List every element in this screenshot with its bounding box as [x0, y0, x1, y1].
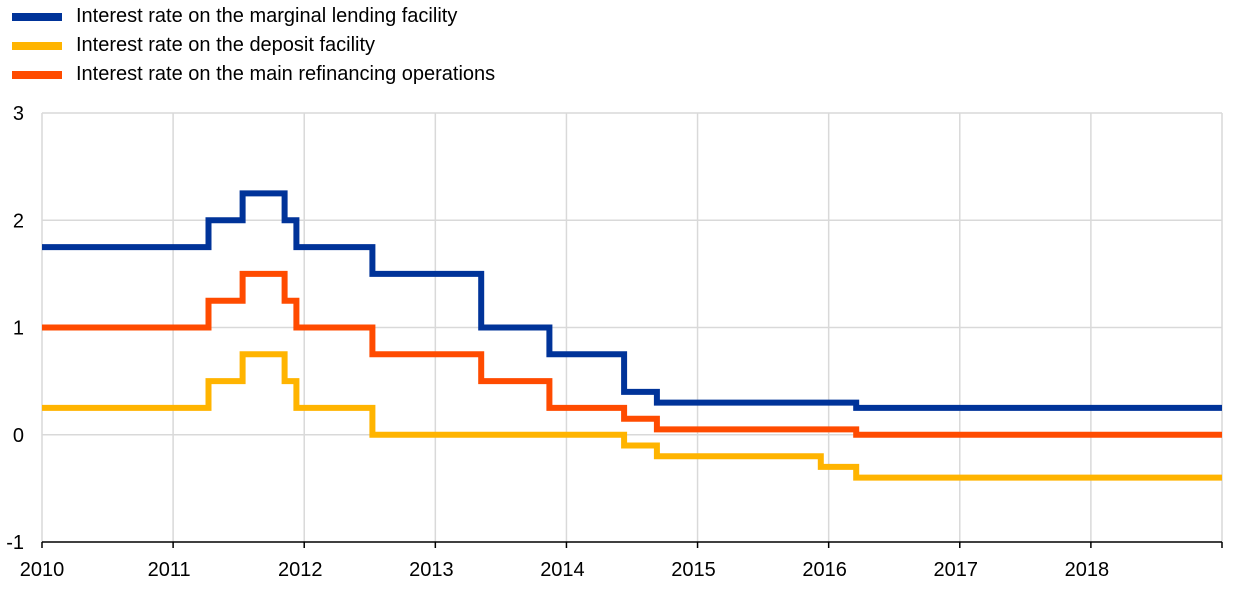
chart-legend: Interest rate on the marginal lending fa… — [12, 2, 495, 89]
series-line-1 — [42, 351, 1222, 481]
x-tick-label: 2017 — [934, 559, 979, 581]
legend-item-main-refinancing: Interest rate on the main refinancing op… — [12, 60, 495, 89]
x-tick-label: 2010 — [20, 559, 65, 581]
gridlines — [42, 112, 1223, 542]
legend-item-marginal-lending: Interest rate on the marginal lending fa… — [12, 2, 495, 31]
x-tick-label: 2018 — [1065, 559, 1110, 581]
axes — [41, 113, 1223, 548]
series-line-2 — [42, 270, 1222, 438]
x-tick-label: 2011 — [148, 559, 191, 581]
y-tick-label: 1 — [13, 318, 24, 340]
legend-swatch-deposit — [12, 41, 62, 50]
y-tick-label: 2 — [13, 210, 24, 232]
series-line-0 — [42, 190, 1222, 411]
legend-swatch-main-refinancing — [12, 70, 62, 79]
legend-item-deposit: Interest rate on the deposit facility — [12, 31, 495, 60]
x-tick-label: 2012 — [278, 559, 323, 581]
legend-label-marginal-lending: Interest rate on the marginal lending fa… — [76, 5, 458, 27]
x-tick-label: 2013 — [409, 559, 454, 581]
y-tick-label: -1 — [6, 532, 24, 554]
tick-labels: 3 2 1 0 -1 2010 2011 2012 2013 2014 2015 2016 2017 20… — [6, 103, 1109, 581]
y-tick-label: 3 — [13, 103, 24, 125]
y-tick-label: 0 — [13, 425, 24, 447]
x-tick-label: 2016 — [802, 559, 847, 581]
series-lines — [42, 190, 1222, 481]
legend-swatch-marginal-lending — [12, 12, 62, 21]
legend-label-main-refinancing: Interest rate on the main refinancing op… — [76, 63, 496, 85]
legend-label-deposit: Interest rate on the deposit facility — [76, 34, 376, 56]
x-tick-label: 2014 — [540, 559, 585, 581]
x-tick-label: 2015 — [671, 559, 716, 581]
